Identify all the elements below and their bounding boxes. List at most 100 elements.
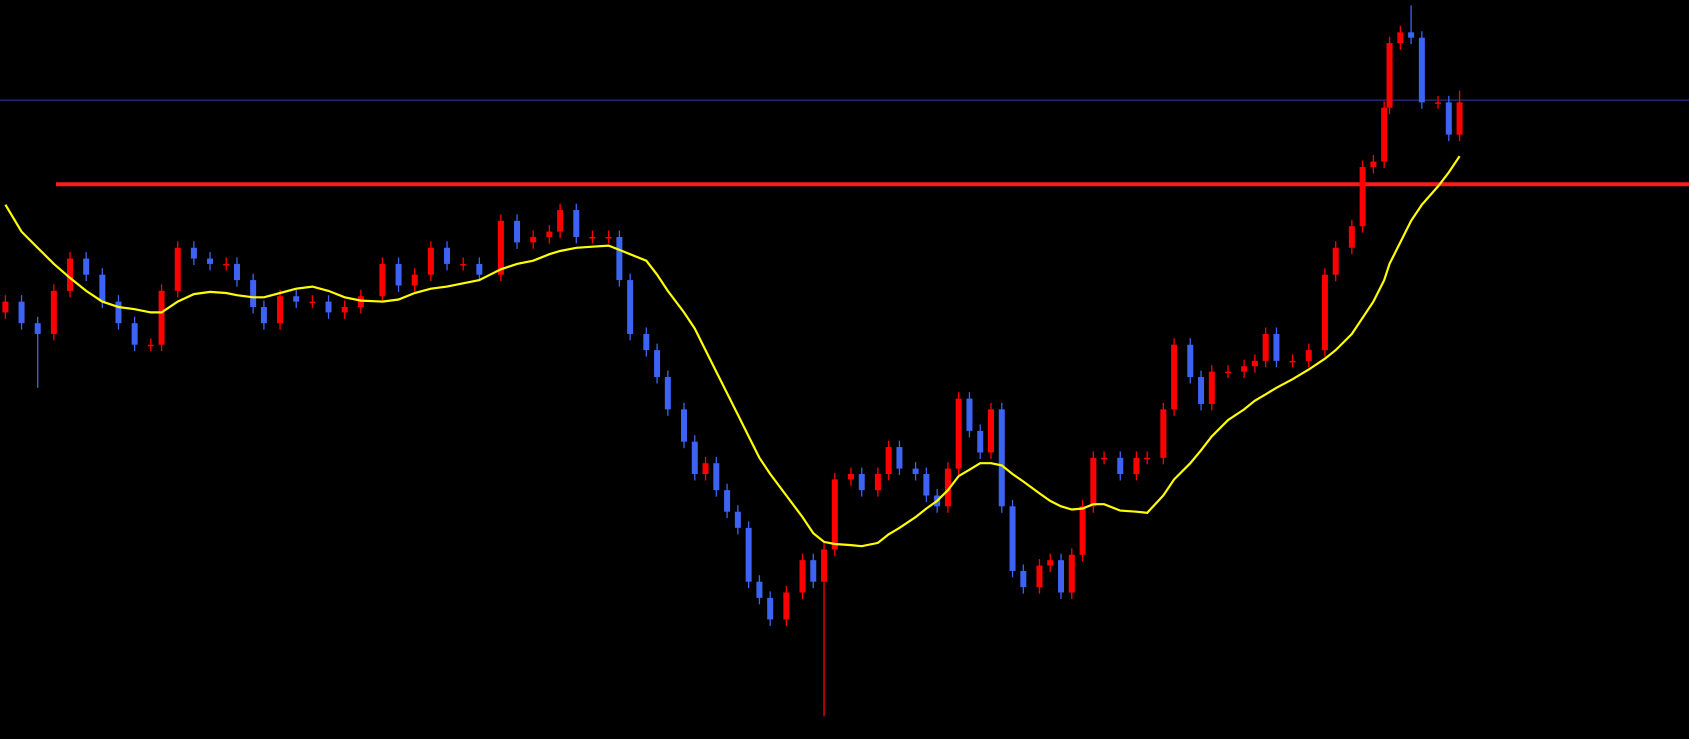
candle-body: [810, 560, 817, 582]
candle-body: [325, 301, 332, 313]
candle-body: [277, 296, 284, 324]
candle-body: [1058, 560, 1065, 593]
candle-body: [1171, 344, 1178, 410]
candle-body: [616, 236, 623, 281]
candle-body: [1133, 457, 1140, 474]
candle-body: [379, 263, 386, 297]
candle-body: [1198, 377, 1205, 404]
candle-body: [309, 301, 316, 304]
candle-body: [1068, 554, 1075, 593]
candle-body: [115, 301, 122, 324]
candle-body: [223, 263, 230, 266]
candle-body: [944, 468, 951, 507]
candle-body: [341, 307, 348, 313]
candle-body: [2, 301, 9, 313]
candle-body: [896, 447, 903, 469]
candle-body: [1332, 247, 1339, 275]
candle-body: [514, 220, 521, 243]
candle-body: [885, 447, 892, 474]
candle-body: [293, 296, 300, 302]
candle-body: [874, 473, 881, 491]
candle-body: [654, 350, 661, 378]
candle-body: [1262, 333, 1269, 361]
candle-body: [444, 247, 451, 264]
candle-body: [50, 290, 57, 334]
candle-body: [34, 323, 41, 334]
candle-body: [1348, 226, 1355, 248]
candle-body: [260, 307, 267, 324]
candle-body: [1036, 565, 1043, 588]
candle-body: [573, 210, 580, 237]
candle-body: [1020, 570, 1027, 588]
candle-body: [1009, 506, 1016, 571]
candle-body: [1381, 107, 1388, 162]
candle-body: [1079, 506, 1086, 555]
candle-body: [1386, 43, 1393, 108]
candle-body: [250, 280, 257, 308]
candle-body: [643, 333, 650, 351]
candle-body: [131, 323, 138, 345]
candle-body: [158, 290, 165, 345]
candle-body: [955, 398, 962, 469]
candle-body: [724, 490, 731, 512]
candle-body: [977, 430, 984, 453]
candle-body: [966, 398, 973, 431]
candle-body: [1289, 360, 1296, 363]
candle-body: [18, 301, 25, 324]
candle-body: [691, 441, 698, 474]
candle-body: [1370, 161, 1377, 167]
candle-body: [1208, 371, 1215, 404]
candle-body: [411, 274, 418, 286]
candle-body: [627, 280, 634, 334]
candle-body: [83, 258, 90, 275]
candle-body: [1187, 344, 1194, 378]
candle-body: [190, 247, 197, 259]
candle-body: [799, 560, 806, 593]
candle-body: [713, 463, 720, 491]
candle-body: [1321, 274, 1328, 351]
candle-body: [858, 473, 865, 491]
candle-body: [1160, 409, 1167, 458]
candle-body: [1224, 371, 1231, 374]
candle-body: [557, 210, 564, 232]
candle-body: [702, 463, 709, 474]
candle-body: [589, 236, 596, 239]
candle-body: [1251, 360, 1258, 367]
candle-body: [1418, 37, 1425, 103]
candle-body: [395, 263, 402, 286]
candle-body: [605, 236, 612, 239]
candle-body: [1305, 350, 1312, 361]
candle-body: [681, 409, 688, 442]
candle-body: [1241, 366, 1248, 372]
candle-body: [546, 231, 553, 237]
candle-body: [998, 409, 1005, 507]
candle-body: [821, 549, 828, 582]
candle-body: [1101, 457, 1108, 460]
candle-body: [987, 409, 994, 453]
candle-body: [1408, 32, 1415, 38]
candle-body: [923, 473, 930, 496]
candle-body: [67, 258, 74, 291]
candle-body: [476, 263, 483, 275]
candle-body: [831, 479, 838, 550]
candle-body: [174, 247, 181, 291]
candle-body: [1273, 333, 1280, 361]
candle-body: [1397, 32, 1404, 44]
candle-body: [207, 258, 214, 264]
candle-body: [1445, 102, 1452, 135]
candle-body: [756, 581, 763, 598]
candle-body: [745, 527, 752, 582]
candle-body: [427, 247, 434, 275]
candle-body: [1047, 560, 1054, 566]
candle-body: [530, 236, 537, 243]
moving-average-line: [4, 155, 1461, 548]
candle-body: [734, 511, 741, 528]
candle-body: [1090, 457, 1097, 507]
candle-body: [233, 263, 240, 281]
candle-body: [1144, 457, 1151, 460]
candle-body: [1117, 457, 1124, 474]
candle-body: [1359, 166, 1366, 227]
